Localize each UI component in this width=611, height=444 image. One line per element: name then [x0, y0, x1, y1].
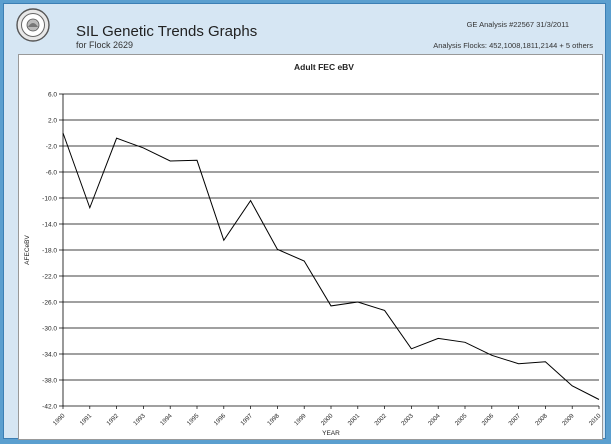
y-tick-label: -22.0 [42, 273, 57, 280]
x-tick-label: 1992 [105, 412, 120, 427]
y-tick-label: -18.0 [42, 247, 57, 254]
x-tick-label: 2010 [588, 412, 602, 427]
x-tick-label: 1996 [213, 412, 228, 427]
x-tick-label: 1990 [52, 412, 67, 427]
series-line-path [62, 132, 600, 400]
analysis-id: GE Analysis #22567 31/3/2011 [466, 20, 569, 29]
x-tick-label: 1991 [79, 412, 94, 427]
x-tick-label: 1994 [159, 412, 174, 427]
report-frame: SIL Genetic Trends Graphs for Flock 2629… [3, 3, 606, 440]
analysis-flocks: Analysis Flocks: 452,1008,1811,2144 + 5 … [433, 41, 593, 50]
x-tick-label: 2003 [400, 412, 415, 427]
sil-seal-logo-icon [16, 8, 50, 42]
x-tick-label: 2005 [454, 412, 469, 427]
x-tick-label: 1997 [239, 412, 254, 427]
x-tick-labels: 1990 1991 1992 1993 1994 1995 1996 1997 1998 1999… [52, 406, 603, 427]
gridlines [59, 93, 599, 407]
x-axis-label: YEAR [322, 430, 340, 437]
y-tick-label: -6.0 [46, 169, 58, 176]
x-tick-label: 2000 [320, 412, 335, 427]
x-tick-label: 2009 [561, 412, 576, 427]
x-tick-label: 1993 [132, 412, 147, 427]
x-tick-label: 2004 [427, 412, 442, 427]
x-tick-label: 1999 [293, 412, 308, 427]
y-tick-label: -14.0 [42, 221, 57, 228]
chart-panel: Adult FEC eBV 6.0 2.0 -2.0 -6.0 -10.0 -14.0 -1… [18, 54, 603, 440]
line-chart: Adult FEC eBV 6.0 2.0 -2.0 -6.0 -10.0 -14.0 -1… [24, 62, 603, 437]
x-tick-label: 1998 [266, 412, 281, 427]
y-tick-label: -26.0 [42, 299, 57, 306]
y-tick-labels: 6.0 2.0 -2.0 -6.0 -10.0 -14.0 -18.0 -22.0 -26.0 -… [42, 91, 57, 410]
y-tick-label: 6.0 [48, 91, 57, 98]
x-tick-label: 1995 [186, 412, 201, 427]
y-tick-label: -42.0 [42, 403, 57, 410]
y-tick-label: -2.0 [46, 143, 58, 150]
x-tick-label: 2002 [373, 412, 388, 427]
y-tick-label: -34.0 [42, 351, 57, 358]
app-title: SIL Genetic Trends Graphs [76, 23, 258, 40]
y-tick-label: -10.0 [42, 195, 57, 202]
y-tick-label: -30.0 [42, 325, 57, 332]
series-line [62, 132, 600, 400]
chart-title: Adult FEC eBV [294, 62, 354, 72]
x-tick-label: 2007 [507, 412, 522, 427]
flock-subtitle: for Flock 2629 [76, 40, 134, 50]
y-tick-label: 2.0 [48, 117, 57, 124]
x-tick-label: 2006 [481, 412, 496, 427]
y-axis-label: AFECeBV [24, 235, 31, 265]
x-tick-label: 2001 [347, 412, 362, 427]
x-tick-label: 2008 [534, 412, 549, 427]
y-tick-label: -38.0 [42, 377, 57, 384]
